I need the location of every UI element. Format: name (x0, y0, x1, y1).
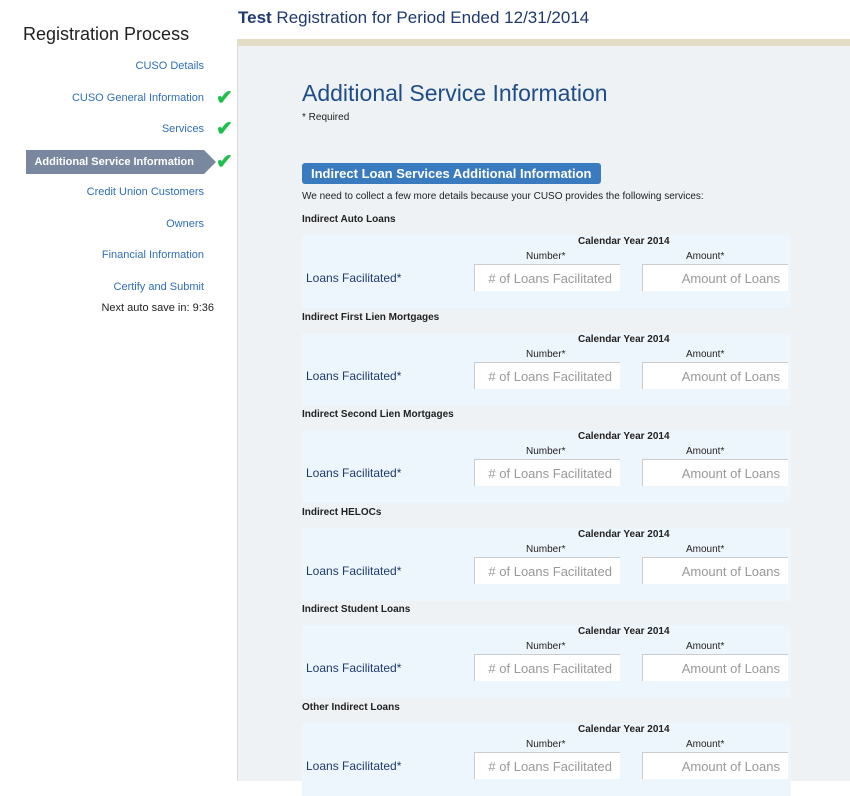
number-field[interactable]: # of Loans Facilitated (474, 361, 620, 389)
amount-input[interactable] (643, 460, 788, 487)
number-input[interactable] (475, 460, 620, 487)
loans-facilitated-label: Loans Facilitated* (306, 271, 402, 285)
calendar-year-label: Calendar Year 2014 (578, 626, 670, 638)
amount-label: Amount* (686, 348, 725, 360)
service-title: Other Indirect Loans (302, 702, 400, 713)
amount-field[interactable]: Amount of Loans (642, 752, 788, 779)
autosave-status: Next auto save in: 9:36 (101, 302, 214, 314)
sidebar-item-additional-service-information[interactable]: Additional Service Information (26, 150, 216, 174)
loans-facilitated-label: Loans Facilitated* (306, 466, 402, 481)
amount-field[interactable]: Amount of Loans (642, 556, 788, 584)
number-input[interactable] (475, 557, 620, 584)
checkmark-icon: ✔ (216, 87, 233, 109)
service-title: Indirect First Lien Mortgages (302, 311, 440, 323)
amount-field[interactable]: Amount of Loans (642, 361, 788, 389)
sidebar-item-credit-union-customers[interactable]: Credit Union Customers (86, 186, 204, 198)
calendar-year-label: Calendar Year 2014 (578, 333, 670, 345)
number-label: Number* (526, 446, 566, 458)
intro-text: We need to collect a few more details be… (302, 191, 704, 202)
number-field[interactable]: # of Loans Facilitated (474, 264, 620, 291)
number-label: Number* (526, 348, 566, 360)
required-note: * Required (302, 112, 350, 123)
amount-field[interactable]: Amount of Loans (642, 654, 788, 682)
loans-facilitated-label: Loans Facilitated* (306, 759, 402, 773)
number-field[interactable]: # of Loans Facilitated (474, 556, 620, 584)
amount-label: Amount* (686, 446, 725, 458)
section-header: Indirect Loan Services Additional Inform… (302, 163, 601, 184)
page-header: Test Registration for Period Ended 12/31… (238, 8, 590, 27)
sidebar-item-services[interactable]: Services (161, 123, 204, 135)
loans-facilitated-label: Loans Facilitated* (306, 563, 402, 578)
sidebar: Registration Process CUSO Details CUSO Ge… (0, 0, 237, 781)
service-title: Indirect Auto Loans (302, 214, 396, 225)
number-input[interactable] (475, 265, 620, 291)
page-title: Additional Service Information (302, 80, 608, 106)
number-label: Number* (526, 543, 566, 555)
amount-label: Amount* (686, 641, 725, 653)
service-block: Calendar Year 2014 Number* Amount* Loans… (302, 430, 791, 504)
service-block: Calendar Year 2014 Number* Amount* Loans… (302, 625, 791, 699)
number-input[interactable] (475, 655, 620, 682)
loans-facilitated-label: Loans Facilitated* (306, 368, 402, 383)
calendar-year-label: Calendar Year 2014 (578, 431, 670, 443)
loans-facilitated-label: Loans Facilitated* (306, 661, 402, 676)
calendar-year-label: Calendar Year 2014 (578, 236, 670, 247)
sidebar-item-cuso-details[interactable]: CUSO Details (135, 60, 204, 72)
amount-label: Amount* (686, 543, 725, 555)
number-label: Number* (526, 641, 566, 653)
amount-input[interactable] (643, 557, 788, 584)
checkmark-icon: ✔ (216, 118, 233, 140)
number-label: Number* (526, 251, 566, 262)
service-block: Calendar Year 2014 Number* Amount* Loans… (302, 723, 791, 796)
sidebar-item-financial-information[interactable]: Financial Information (101, 249, 204, 261)
service-block: Calendar Year 2014 Number* Amount* Loans… (302, 527, 791, 601)
calendar-year-label: Calendar Year 2014 (578, 724, 670, 735)
number-field[interactable]: # of Loans Facilitated (474, 459, 620, 487)
amount-label: Amount* (686, 739, 725, 750)
service-title: Indirect Student Loans (302, 604, 411, 616)
amount-field[interactable]: Amount of Loans (642, 459, 788, 487)
number-input[interactable] (475, 362, 620, 389)
sidebar-item-owners[interactable]: Owners (166, 218, 204, 230)
main-panel: Additional Service Information * Require… (237, 39, 850, 796)
calendar-year-label: Calendar Year 2014 (578, 528, 670, 540)
amount-input[interactable] (643, 753, 788, 779)
service-block: Calendar Year 2014 Number* Amount* Loans… (302, 235, 791, 308)
amount-input[interactable] (643, 655, 788, 682)
sidebar-item-certify-and-submit[interactable]: Certify and Submit (113, 281, 204, 293)
service-title: Indirect HELOCs (302, 506, 382, 518)
amount-field[interactable]: Amount of Loans (642, 264, 788, 291)
sidebar-title: Registration Process (23, 24, 190, 44)
amount-input[interactable] (643, 265, 788, 291)
number-input[interactable] (475, 753, 620, 779)
amount-input[interactable] (643, 362, 788, 389)
number-field[interactable]: # of Loans Facilitated (474, 752, 620, 779)
number-label: Number* (526, 739, 566, 750)
sidebar-item-cuso-general-information[interactable]: CUSO General Information (71, 92, 204, 104)
service-title: Indirect Second Lien Mortgages (302, 409, 454, 421)
amount-label: Amount* (686, 251, 725, 262)
checkmark-icon: ✔ (216, 151, 233, 173)
number-field[interactable]: # of Loans Facilitated (474, 654, 620, 682)
service-block: Calendar Year 2014 Number* Amount* Loans… (302, 332, 791, 406)
